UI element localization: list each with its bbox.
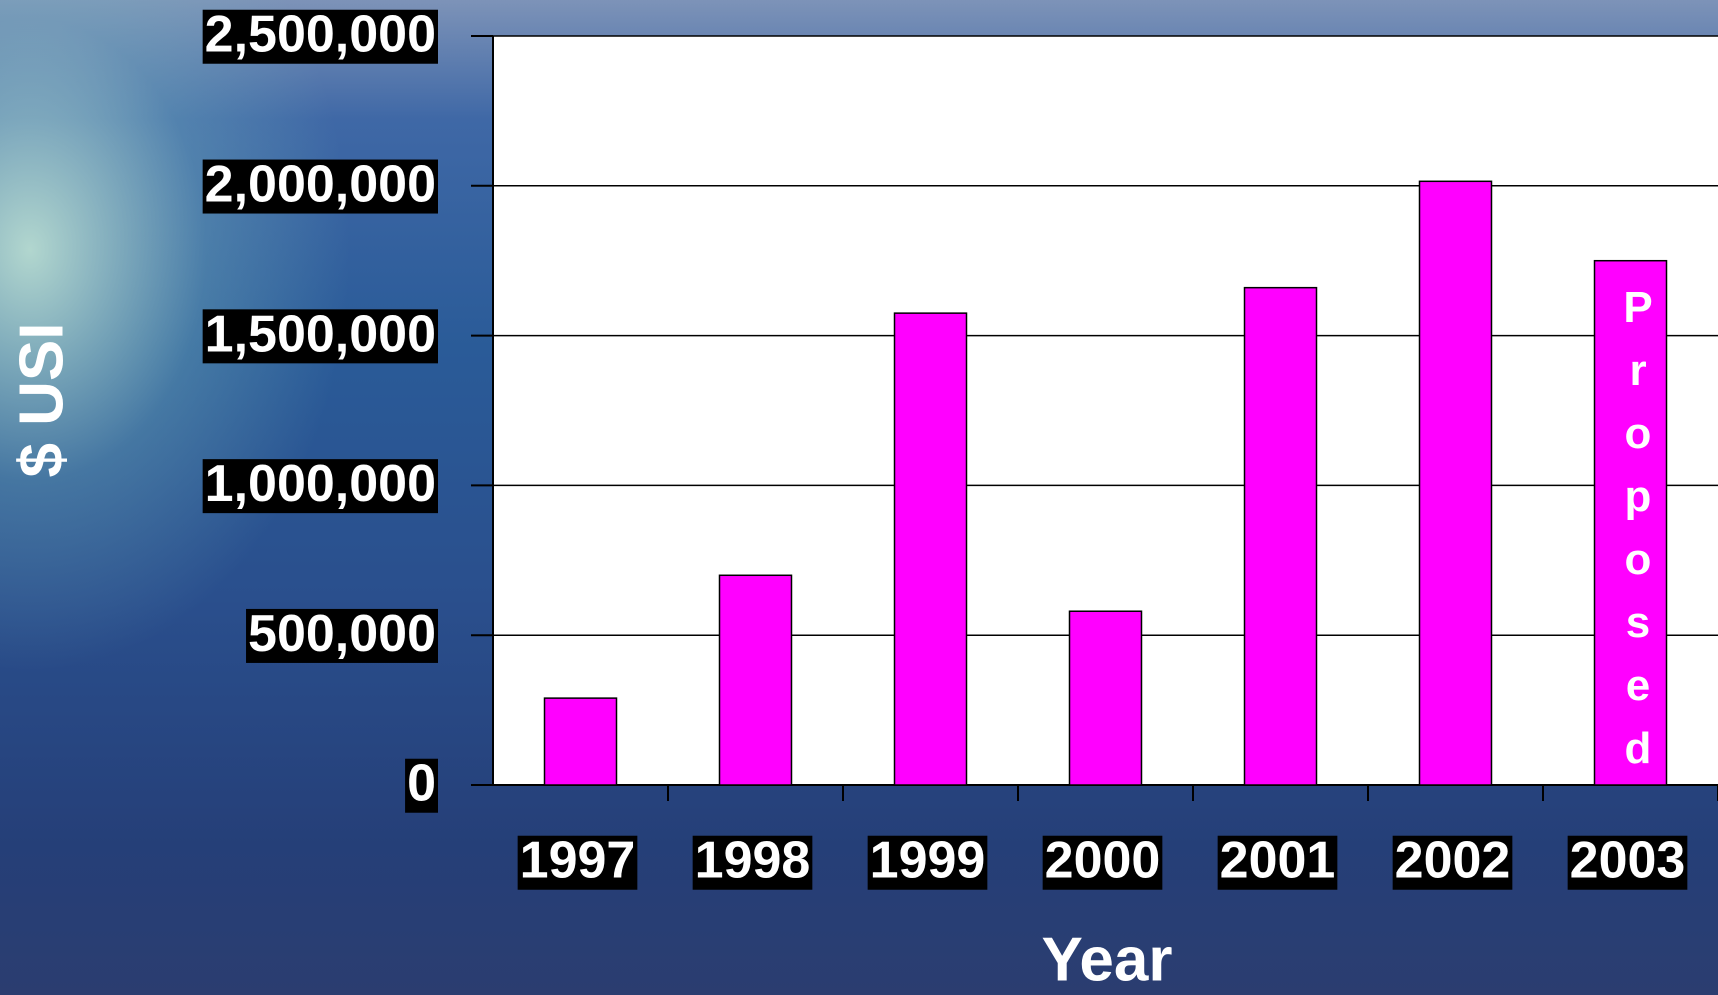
y-tick-label-group: 500,000 [246, 605, 438, 663]
bar [1070, 611, 1142, 785]
y-tick-label: 2,500,000 [205, 6, 436, 64]
x-tick-label: 2003 [1570, 832, 1686, 890]
y-tick-label-group: 2,500,000 [203, 6, 438, 64]
x-tick-label: 1999 [870, 832, 986, 890]
x-tick-label-group: 2000 [1043, 832, 1163, 890]
chart: $ USI Year 0 500,000 1,000,000 1,500,000 2,0… [0, 0, 1718, 995]
x-tick-label-group: 2003 [1568, 832, 1688, 890]
x-tick-label-group: 2001 [1218, 832, 1338, 890]
x-tick-label: 2002 [1395, 832, 1511, 890]
x-tick-label-group: 1998 [693, 832, 813, 890]
x-tick-label: 1997 [520, 832, 636, 890]
y-tick-label: 500,000 [248, 605, 436, 663]
x-tick-label-group: 2002 [1393, 832, 1513, 890]
y-tick-label-group: 2,000,000 [203, 156, 438, 214]
bar [1245, 288, 1317, 785]
bar [895, 313, 967, 785]
x-axis-label: Year [1041, 925, 1172, 994]
y-tick-label-group: 1,000,000 [203, 455, 438, 513]
y-axis-label: $ USI [7, 322, 76, 477]
y-tick-label-group: 0 [405, 755, 438, 813]
page: {"chart_data": {"type": "bar", "y_label"… [0, 0, 1718, 995]
x-tick-label: 2000 [1045, 832, 1161, 890]
bar [720, 575, 792, 785]
y-tick-label: 1,000,000 [205, 455, 436, 513]
y-tick-label: 1,500,000 [205, 305, 436, 363]
x-tick-label-group: 1999 [868, 832, 988, 890]
y-tick-label-group: 1,500,000 [203, 305, 438, 363]
x-tick-label: 1998 [695, 832, 811, 890]
x-tick-label: 2001 [1220, 832, 1336, 890]
y-tick-label: 2,000,000 [205, 156, 436, 214]
bar [1420, 181, 1492, 785]
bar [545, 698, 617, 785]
y-tick-label: 0 [407, 755, 436, 813]
annotation: Proposed [1616, 283, 1660, 787]
x-tick-label-group: 1997 [518, 832, 638, 890]
